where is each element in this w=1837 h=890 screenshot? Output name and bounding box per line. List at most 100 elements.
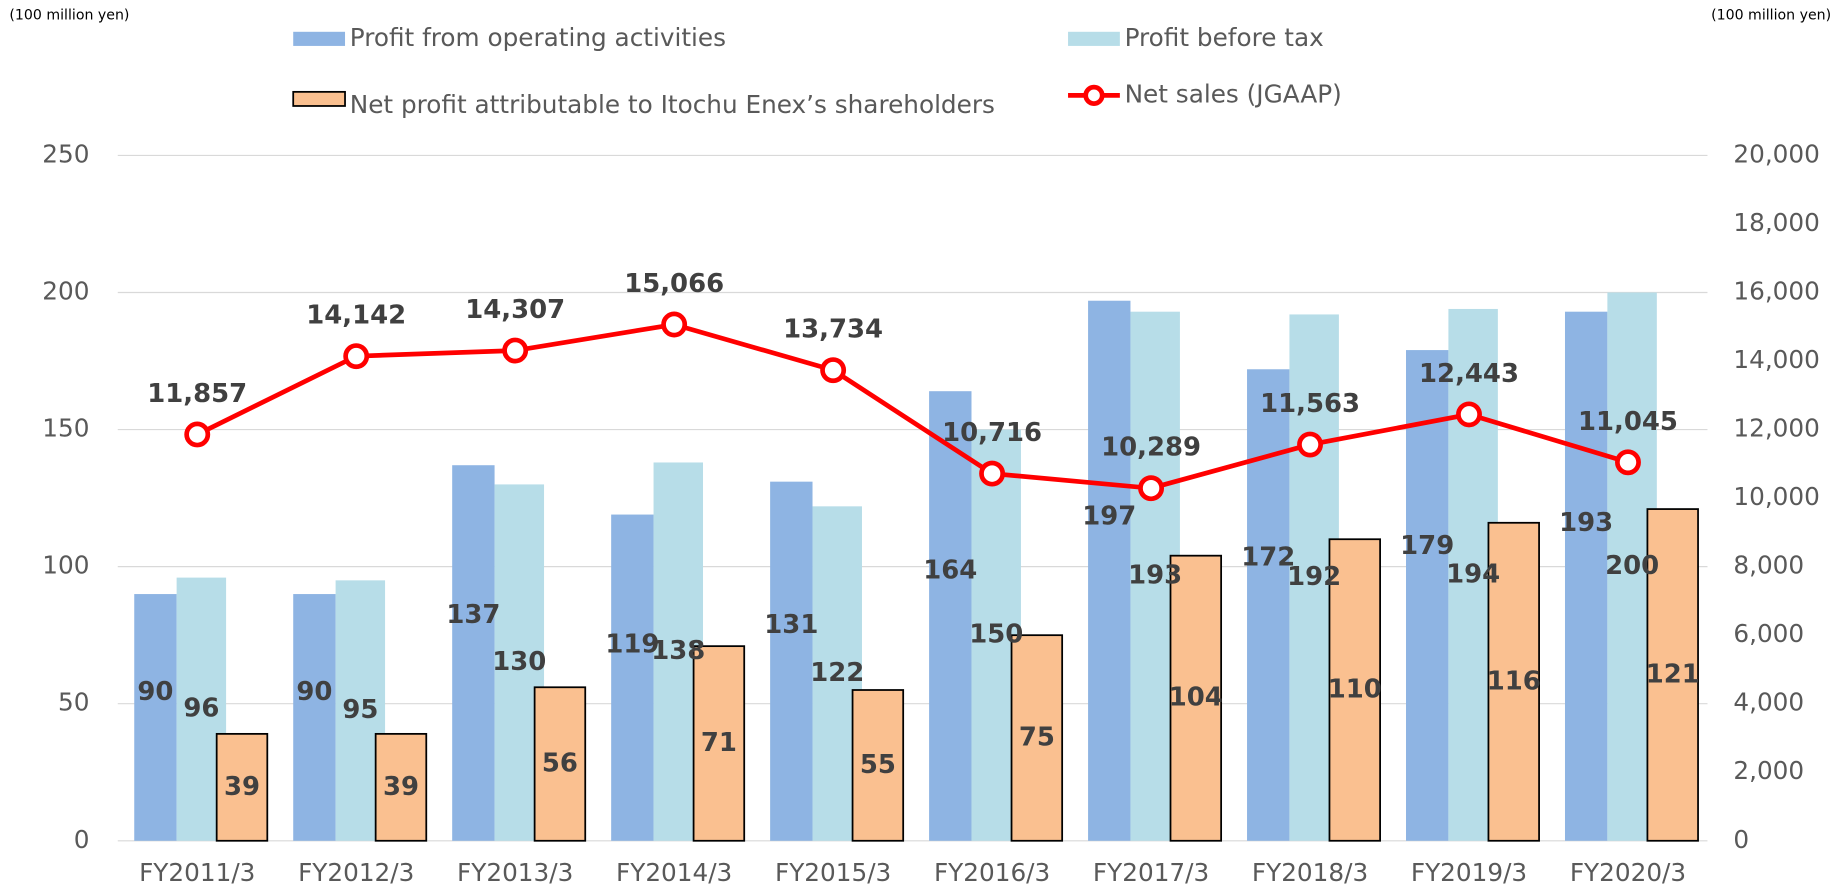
legend-swatch	[1068, 31, 1120, 46]
bar	[1247, 369, 1290, 841]
bar	[1328, 538, 1381, 842]
data-label: 193	[1559, 508, 1613, 538]
data-label: 193	[1128, 561, 1182, 591]
legend-marker	[1083, 84, 1105, 106]
bar	[851, 689, 905, 842]
y-tick-label: 0	[74, 825, 90, 854]
x-tick-label: FY2014/3	[616, 858, 732, 886]
marker	[979, 460, 1006, 487]
data-label: 179	[1400, 531, 1454, 561]
data-label: 119	[605, 630, 659, 660]
bar	[1487, 521, 1540, 842]
data-label: 10,289	[1101, 433, 1201, 463]
bar	[134, 594, 177, 841]
data-label: 75	[1019, 722, 1055, 752]
bar	[929, 391, 972, 841]
data-label: 197	[1082, 501, 1136, 531]
y2-tick-label: 0	[1733, 825, 1749, 854]
bar	[611, 514, 654, 841]
data-label: 138	[651, 636, 705, 666]
data-label: 12,443	[1419, 359, 1519, 389]
y-tick-label: 150	[42, 414, 89, 443]
bar	[293, 594, 336, 841]
legend-swatch	[293, 31, 346, 46]
data-label: 90	[137, 677, 173, 707]
x-tick-label: FY2016/3	[934, 858, 1050, 886]
marker	[820, 357, 847, 384]
data-label: 11,857	[147, 379, 247, 409]
marker	[502, 337, 529, 364]
y-tick-label: 50	[58, 688, 89, 717]
data-label: 56	[542, 749, 578, 779]
bar	[1406, 350, 1449, 841]
legend-label: Profit before tax	[1125, 23, 1324, 52]
data-label: 137	[446, 600, 500, 630]
data-label: 192	[1287, 562, 1341, 592]
legend-label: Profit from operating activities	[350, 23, 726, 52]
data-label: 55	[860, 750, 896, 780]
bar	[770, 481, 813, 841]
y2-tick-label: 10,000	[1733, 482, 1819, 511]
legend-label: Net sales (JGAAP)	[1125, 79, 1342, 108]
data-label: 130	[492, 647, 546, 677]
data-label: 116	[1487, 666, 1541, 696]
y2-tick-label: 16,000	[1733, 277, 1819, 306]
data-label: 10,716	[942, 418, 1042, 448]
data-label: 200	[1605, 551, 1659, 581]
marker	[343, 343, 370, 370]
data-label: 90	[296, 677, 332, 707]
y-tick-label: 250	[42, 139, 89, 168]
x-tick-label: FY2011/3	[139, 858, 255, 886]
y-tick-label: 200	[42, 277, 89, 306]
bar	[452, 465, 495, 841]
data-label: 95	[342, 695, 378, 725]
y2-tick-label: 4,000	[1733, 688, 1804, 717]
x-tick-label: FY2015/3	[775, 858, 891, 886]
data-label: 13,734	[783, 315, 883, 345]
bar	[1088, 300, 1131, 841]
bar	[374, 732, 428, 842]
bar	[692, 645, 746, 842]
marker	[661, 311, 688, 338]
data-label: 71	[701, 728, 737, 758]
x-tick-label: FY2019/3	[1411, 858, 1527, 886]
data-label: 15,066	[624, 269, 724, 299]
y2-unit: (100 million yen)	[1711, 7, 1831, 23]
bar	[215, 732, 269, 842]
y2-tick-label: 2,000	[1733, 756, 1804, 785]
bar	[1646, 508, 1699, 842]
y2-tick-label: 18,000	[1733, 208, 1819, 237]
y2-tick-label: 14,000	[1733, 345, 1819, 374]
x-tick-label: FY2012/3	[298, 858, 414, 886]
data-label: 104	[1169, 683, 1223, 713]
legend-label: Net profit attributable to Itochu Enex’s…	[350, 90, 995, 119]
data-label: 164	[923, 556, 977, 586]
data-label: 122	[810, 658, 864, 688]
data-label: 96	[183, 694, 219, 724]
x-tick-label: FY2017/3	[1093, 858, 1209, 886]
data-label: 172	[1241, 542, 1295, 572]
data-label: 14,307	[465, 295, 565, 325]
data-label: 150	[969, 620, 1023, 650]
y2-tick-label: 6,000	[1733, 619, 1804, 648]
marker	[184, 421, 211, 448]
marker	[1138, 475, 1165, 502]
data-label: 39	[383, 772, 419, 802]
y2-tick-label: 12,000	[1733, 414, 1819, 443]
x-tick-label: FY2020/3	[1570, 858, 1686, 886]
data-label: 194	[1446, 559, 1500, 589]
bar	[1169, 554, 1223, 842]
data-label: 11,045	[1578, 407, 1678, 437]
marker	[1297, 431, 1323, 458]
x-tick-label: FY2013/3	[457, 858, 573, 886]
bar	[533, 686, 587, 842]
y2-tick-label: 20,000	[1733, 139, 1819, 168]
line	[196, 322, 1629, 491]
x-tick-label: FY2018/3	[1252, 858, 1368, 886]
marker	[1615, 449, 1641, 476]
data-label: 14,142	[306, 301, 406, 331]
data-label: 131	[764, 610, 818, 640]
y-unit: (100 million yen)	[9, 7, 129, 23]
data-label: 121	[1646, 659, 1700, 689]
